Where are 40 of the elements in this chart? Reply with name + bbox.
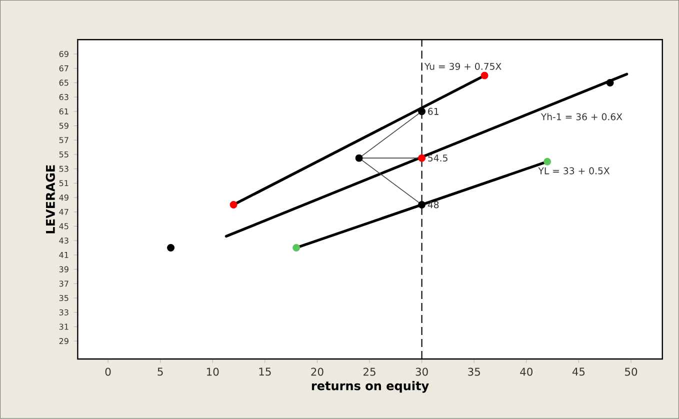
x-tick-label: 25 (363, 368, 376, 376)
x-tick-label: 15 (259, 368, 271, 376)
y-tick-label: 63 (59, 94, 68, 100)
data-label: 48 (428, 201, 439, 208)
y-tick-label: 51 (59, 180, 68, 186)
x-tick-label: 30 (416, 368, 428, 376)
y-tick-label: 65 (59, 80, 68, 86)
x-tick-label: 10 (207, 368, 219, 376)
y-tick-label: 69 (59, 51, 68, 58)
x-axis-title: returns on equity (312, 381, 429, 393)
data-label: 61 (428, 108, 438, 116)
series-label: Yu = 39 + 0.75X (424, 63, 502, 70)
y-tick-label: 45 (59, 223, 68, 230)
y-tick-label: 67 (59, 65, 68, 72)
x-tick-label: 35 (468, 368, 480, 376)
series-label: Yh-1 = 36 + 0.6X (540, 113, 622, 120)
y-tick-label: 49 (59, 194, 68, 201)
y-tick-label: 29 (59, 338, 68, 344)
y-axis-title: LEVERAGE (46, 165, 55, 234)
x-tick-label: 5 (158, 368, 163, 376)
y-tick-label: 47 (59, 209, 68, 215)
y-tick-label: 39 (59, 266, 68, 272)
y-tick-label: 41 (59, 252, 68, 258)
y-tick-label: 61 (59, 108, 68, 115)
data-label: 54.5 (428, 154, 448, 162)
y-tick-label: 31 (59, 324, 68, 330)
y-tick-label: 59 (59, 122, 68, 129)
x-tick-label: 20 (311, 368, 324, 376)
y-tick-label: 35 (59, 295, 68, 302)
y-tick-label: 53 (59, 166, 68, 172)
x-tick-label: 50 (625, 368, 638, 376)
x-tick-label: 0 (105, 368, 111, 376)
y-tick-label: 37 (59, 280, 68, 287)
x-tick-label: 45 (572, 368, 585, 376)
y-tick-label: 43 (59, 238, 68, 244)
y-tick-label: 33 (59, 309, 68, 316)
series-label: YL = 33 + 0.5X (538, 167, 610, 174)
y-tick-label: 55 (59, 152, 68, 158)
y-tick-label: 57 (59, 137, 68, 144)
x-tick-label: 40 (520, 368, 532, 376)
